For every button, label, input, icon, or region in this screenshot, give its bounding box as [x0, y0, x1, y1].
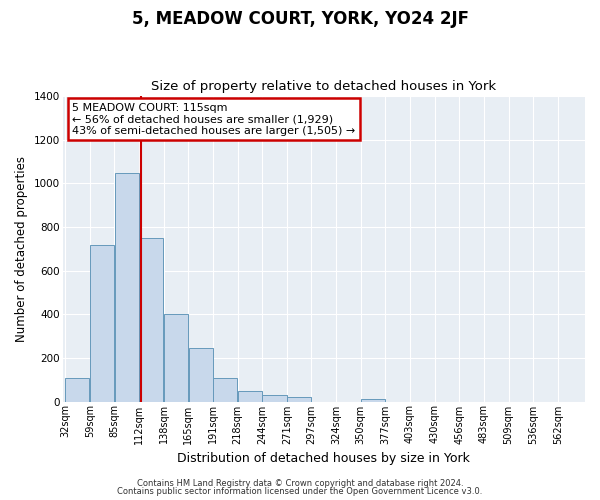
Bar [213, 378, 237, 402]
Text: 5 MEADOW COURT: 115sqm
← 56% of detached houses are smaller (1,929)
43% of semi-: 5 MEADOW COURT: 115sqm ← 56% of detached… [73, 102, 356, 136]
Title: Size of property relative to detached houses in York: Size of property relative to detached ho… [151, 80, 496, 94]
Text: Contains public sector information licensed under the Open Government Licence v3: Contains public sector information licen… [118, 487, 482, 496]
Bar [90, 245, 114, 402]
X-axis label: Distribution of detached houses by size in York: Distribution of detached houses by size … [178, 452, 470, 465]
Text: Contains HM Land Registry data © Crown copyright and database right 2024.: Contains HM Land Registry data © Crown c… [137, 478, 463, 488]
Y-axis label: Number of detached properties: Number of detached properties [15, 156, 28, 342]
Bar [65, 378, 89, 402]
Bar [238, 391, 262, 402]
Text: 5, MEADOW COURT, YORK, YO24 2JF: 5, MEADOW COURT, YORK, YO24 2JF [131, 10, 469, 28]
Bar [188, 348, 212, 402]
Bar [262, 396, 287, 402]
Bar [361, 400, 385, 402]
Bar [115, 173, 139, 402]
Bar [164, 314, 188, 402]
Bar [139, 238, 163, 402]
Bar [287, 396, 311, 402]
